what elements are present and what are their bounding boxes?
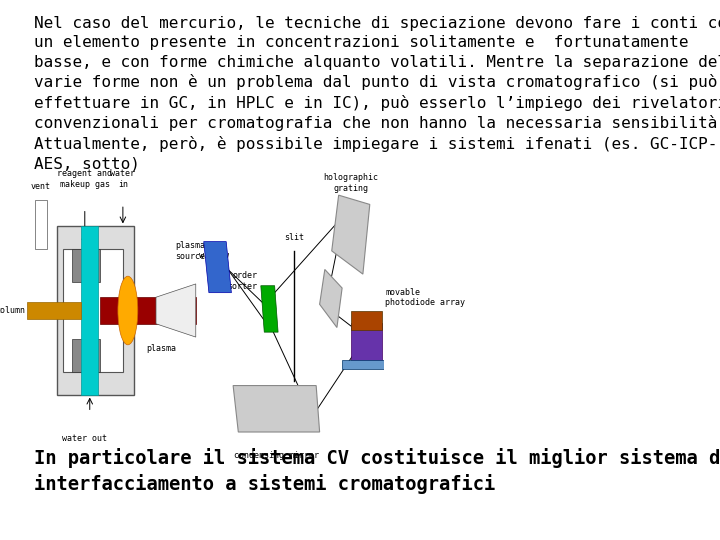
Bar	[342, 360, 387, 369]
Text: In particolare il sistema CV costituisce il miglior sistema di rivelazione in
in: In particolare il sistema CV costituisce…	[34, 448, 720, 494]
Bar	[351, 323, 382, 362]
Text: water out: water out	[63, 435, 107, 443]
Text: window: window	[199, 251, 229, 260]
Text: column: column	[0, 306, 25, 315]
Text: water
in: water in	[110, 170, 135, 188]
Polygon shape	[320, 269, 342, 327]
Ellipse shape	[118, 276, 138, 345]
Text: condensing mirror: condensing mirror	[234, 450, 319, 460]
Text: slit: slit	[284, 233, 304, 241]
Polygon shape	[204, 241, 231, 293]
Bar	[351, 311, 382, 330]
Polygon shape	[332, 195, 370, 274]
FancyBboxPatch shape	[63, 248, 123, 373]
Text: vent: vent	[31, 182, 51, 191]
Bar	[27, 302, 81, 319]
Polygon shape	[156, 284, 196, 337]
Text: plasma
source: plasma source	[176, 241, 205, 261]
Bar	[99, 297, 196, 324]
Text: movable
photodiode array: movable photodiode array	[385, 288, 465, 307]
Text: plasma: plasma	[146, 343, 176, 353]
Text: reagent and
makeup gas: reagent and makeup gas	[58, 170, 112, 188]
FancyBboxPatch shape	[57, 226, 135, 395]
Bar	[71, 248, 99, 282]
Text: Nel caso del mercurio, le tecniche di speciazione devono fare i conti con
un ele: Nel caso del mercurio, le tecniche di sp…	[34, 16, 720, 171]
Bar	[71, 339, 99, 373]
Text: order
sorter: order sorter	[228, 272, 257, 291]
Bar	[81, 226, 98, 395]
Text: holographic
grating: holographic grating	[323, 173, 378, 193]
Bar	[35, 200, 47, 248]
Polygon shape	[261, 286, 278, 332]
Polygon shape	[233, 386, 320, 432]
